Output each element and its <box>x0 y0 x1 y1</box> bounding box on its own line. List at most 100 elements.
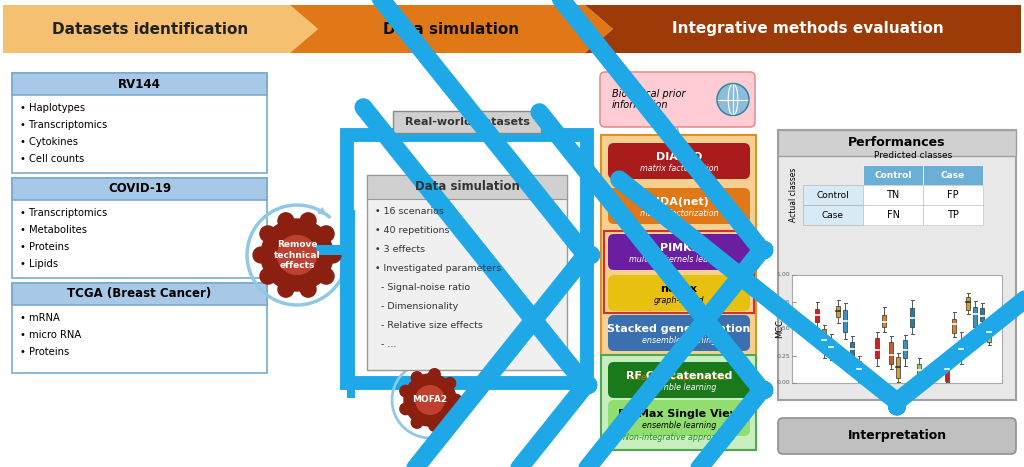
Bar <box>863 185 923 205</box>
Bar <box>863 165 923 185</box>
Text: FN: FN <box>887 210 899 220</box>
Circle shape <box>278 281 294 297</box>
Text: Interpretation: Interpretation <box>848 430 946 443</box>
Text: ensemble learning: ensemble learning <box>642 383 716 392</box>
Circle shape <box>325 247 341 263</box>
FancyBboxPatch shape <box>778 418 1016 454</box>
Circle shape <box>399 403 412 415</box>
Bar <box>923 165 983 185</box>
Text: RF Concatenated: RF Concatenated <box>626 371 732 381</box>
Text: PIMKL: PIMKL <box>659 243 698 253</box>
Text: - ...: - ... <box>375 340 396 349</box>
Circle shape <box>253 247 269 263</box>
FancyBboxPatch shape <box>608 143 750 179</box>
Text: RV144: RV144 <box>118 78 161 91</box>
Circle shape <box>261 219 333 291</box>
Bar <box>604 231 754 313</box>
Text: Control: Control <box>816 191 849 199</box>
Polygon shape <box>585 5 1021 53</box>
Text: netDx: netDx <box>660 283 697 294</box>
Bar <box>367 175 567 370</box>
Text: Non-integrative approaches: Non-integrative approaches <box>623 433 734 442</box>
Bar <box>347 135 587 383</box>
Text: - Signal-noise ratio: - Signal-noise ratio <box>375 283 470 292</box>
FancyBboxPatch shape <box>608 275 750 311</box>
Circle shape <box>412 417 423 428</box>
Bar <box>916 364 922 381</box>
Bar <box>951 318 956 333</box>
Text: Actual classes: Actual classes <box>788 168 798 222</box>
Circle shape <box>412 372 423 383</box>
Text: Integrative approaches: Integrative approaches <box>630 373 727 382</box>
FancyBboxPatch shape <box>600 72 755 127</box>
Circle shape <box>300 213 316 229</box>
Text: - Dimensionality: - Dimensionality <box>375 302 459 311</box>
Text: matrix factorization: matrix factorization <box>640 164 718 173</box>
FancyBboxPatch shape <box>608 234 750 270</box>
Bar <box>889 342 893 364</box>
Text: multiple kernels learning: multiple kernels learning <box>629 255 729 264</box>
FancyBboxPatch shape <box>608 362 750 398</box>
Text: - Relative size effects: - Relative size effects <box>375 321 483 330</box>
Text: Case: Case <box>822 211 844 219</box>
Bar <box>12 178 267 200</box>
Text: TP: TP <box>947 210 958 220</box>
Text: • Proteins: • Proteins <box>20 347 70 357</box>
Polygon shape <box>3 5 318 53</box>
Text: MCC: MCC <box>775 319 784 339</box>
Text: Control: Control <box>874 170 911 179</box>
Text: • Transcriptomics: • Transcriptomics <box>20 208 108 218</box>
Bar <box>966 297 971 310</box>
Bar <box>828 339 834 357</box>
FancyBboxPatch shape <box>608 400 750 436</box>
Text: DIABLO: DIABLO <box>656 152 702 162</box>
Text: RF Max Single View: RF Max Single View <box>618 409 740 419</box>
Text: COVID-19: COVID-19 <box>108 183 171 196</box>
Bar <box>863 205 923 225</box>
Text: 0.75: 0.75 <box>776 299 790 304</box>
Bar <box>778 130 1016 156</box>
Bar <box>12 283 267 373</box>
Circle shape <box>444 411 456 423</box>
Text: • 40 repetitions: • 40 repetitions <box>375 226 450 235</box>
Text: • Haplotypes: • Haplotypes <box>20 103 85 113</box>
Text: 0.50: 0.50 <box>776 326 790 332</box>
Text: Remove
technical
effects: Remove technical effects <box>273 240 321 270</box>
Circle shape <box>399 385 412 397</box>
Bar <box>601 135 756 390</box>
Text: Datasets identification: Datasets identification <box>52 21 249 36</box>
Bar <box>12 73 267 173</box>
Text: 0.00: 0.00 <box>776 381 790 385</box>
Bar <box>874 338 880 358</box>
Circle shape <box>260 226 275 242</box>
Bar <box>601 355 756 450</box>
Text: 0.25: 0.25 <box>776 354 790 359</box>
Circle shape <box>404 374 456 426</box>
Text: ensemble learning: ensemble learning <box>642 421 716 431</box>
Bar <box>792 275 1002 383</box>
Text: SIDA(net): SIDA(net) <box>648 197 710 207</box>
Bar <box>821 329 826 353</box>
Bar <box>923 185 983 205</box>
Text: • 3 effects: • 3 effects <box>375 245 425 254</box>
Text: Case: Case <box>941 170 966 179</box>
Circle shape <box>260 268 275 284</box>
Bar <box>12 283 267 305</box>
Text: • Proteins: • Proteins <box>20 242 70 252</box>
Bar <box>945 359 949 381</box>
Bar <box>896 357 900 378</box>
Text: • mRNA: • mRNA <box>20 313 59 323</box>
Circle shape <box>278 235 316 275</box>
Circle shape <box>429 420 440 432</box>
Text: • Investigated parameters: • Investigated parameters <box>375 264 501 273</box>
Circle shape <box>451 394 462 406</box>
Text: 1.00: 1.00 <box>776 273 790 277</box>
Bar <box>973 307 977 327</box>
Circle shape <box>416 386 444 414</box>
Polygon shape <box>290 5 613 53</box>
Circle shape <box>300 281 316 297</box>
Text: • micro RNA: • micro RNA <box>20 330 81 340</box>
Text: ensemble learning: ensemble learning <box>642 336 716 346</box>
Text: MOFA2: MOFA2 <box>413 396 447 404</box>
Text: • Lipids: • Lipids <box>20 259 58 269</box>
